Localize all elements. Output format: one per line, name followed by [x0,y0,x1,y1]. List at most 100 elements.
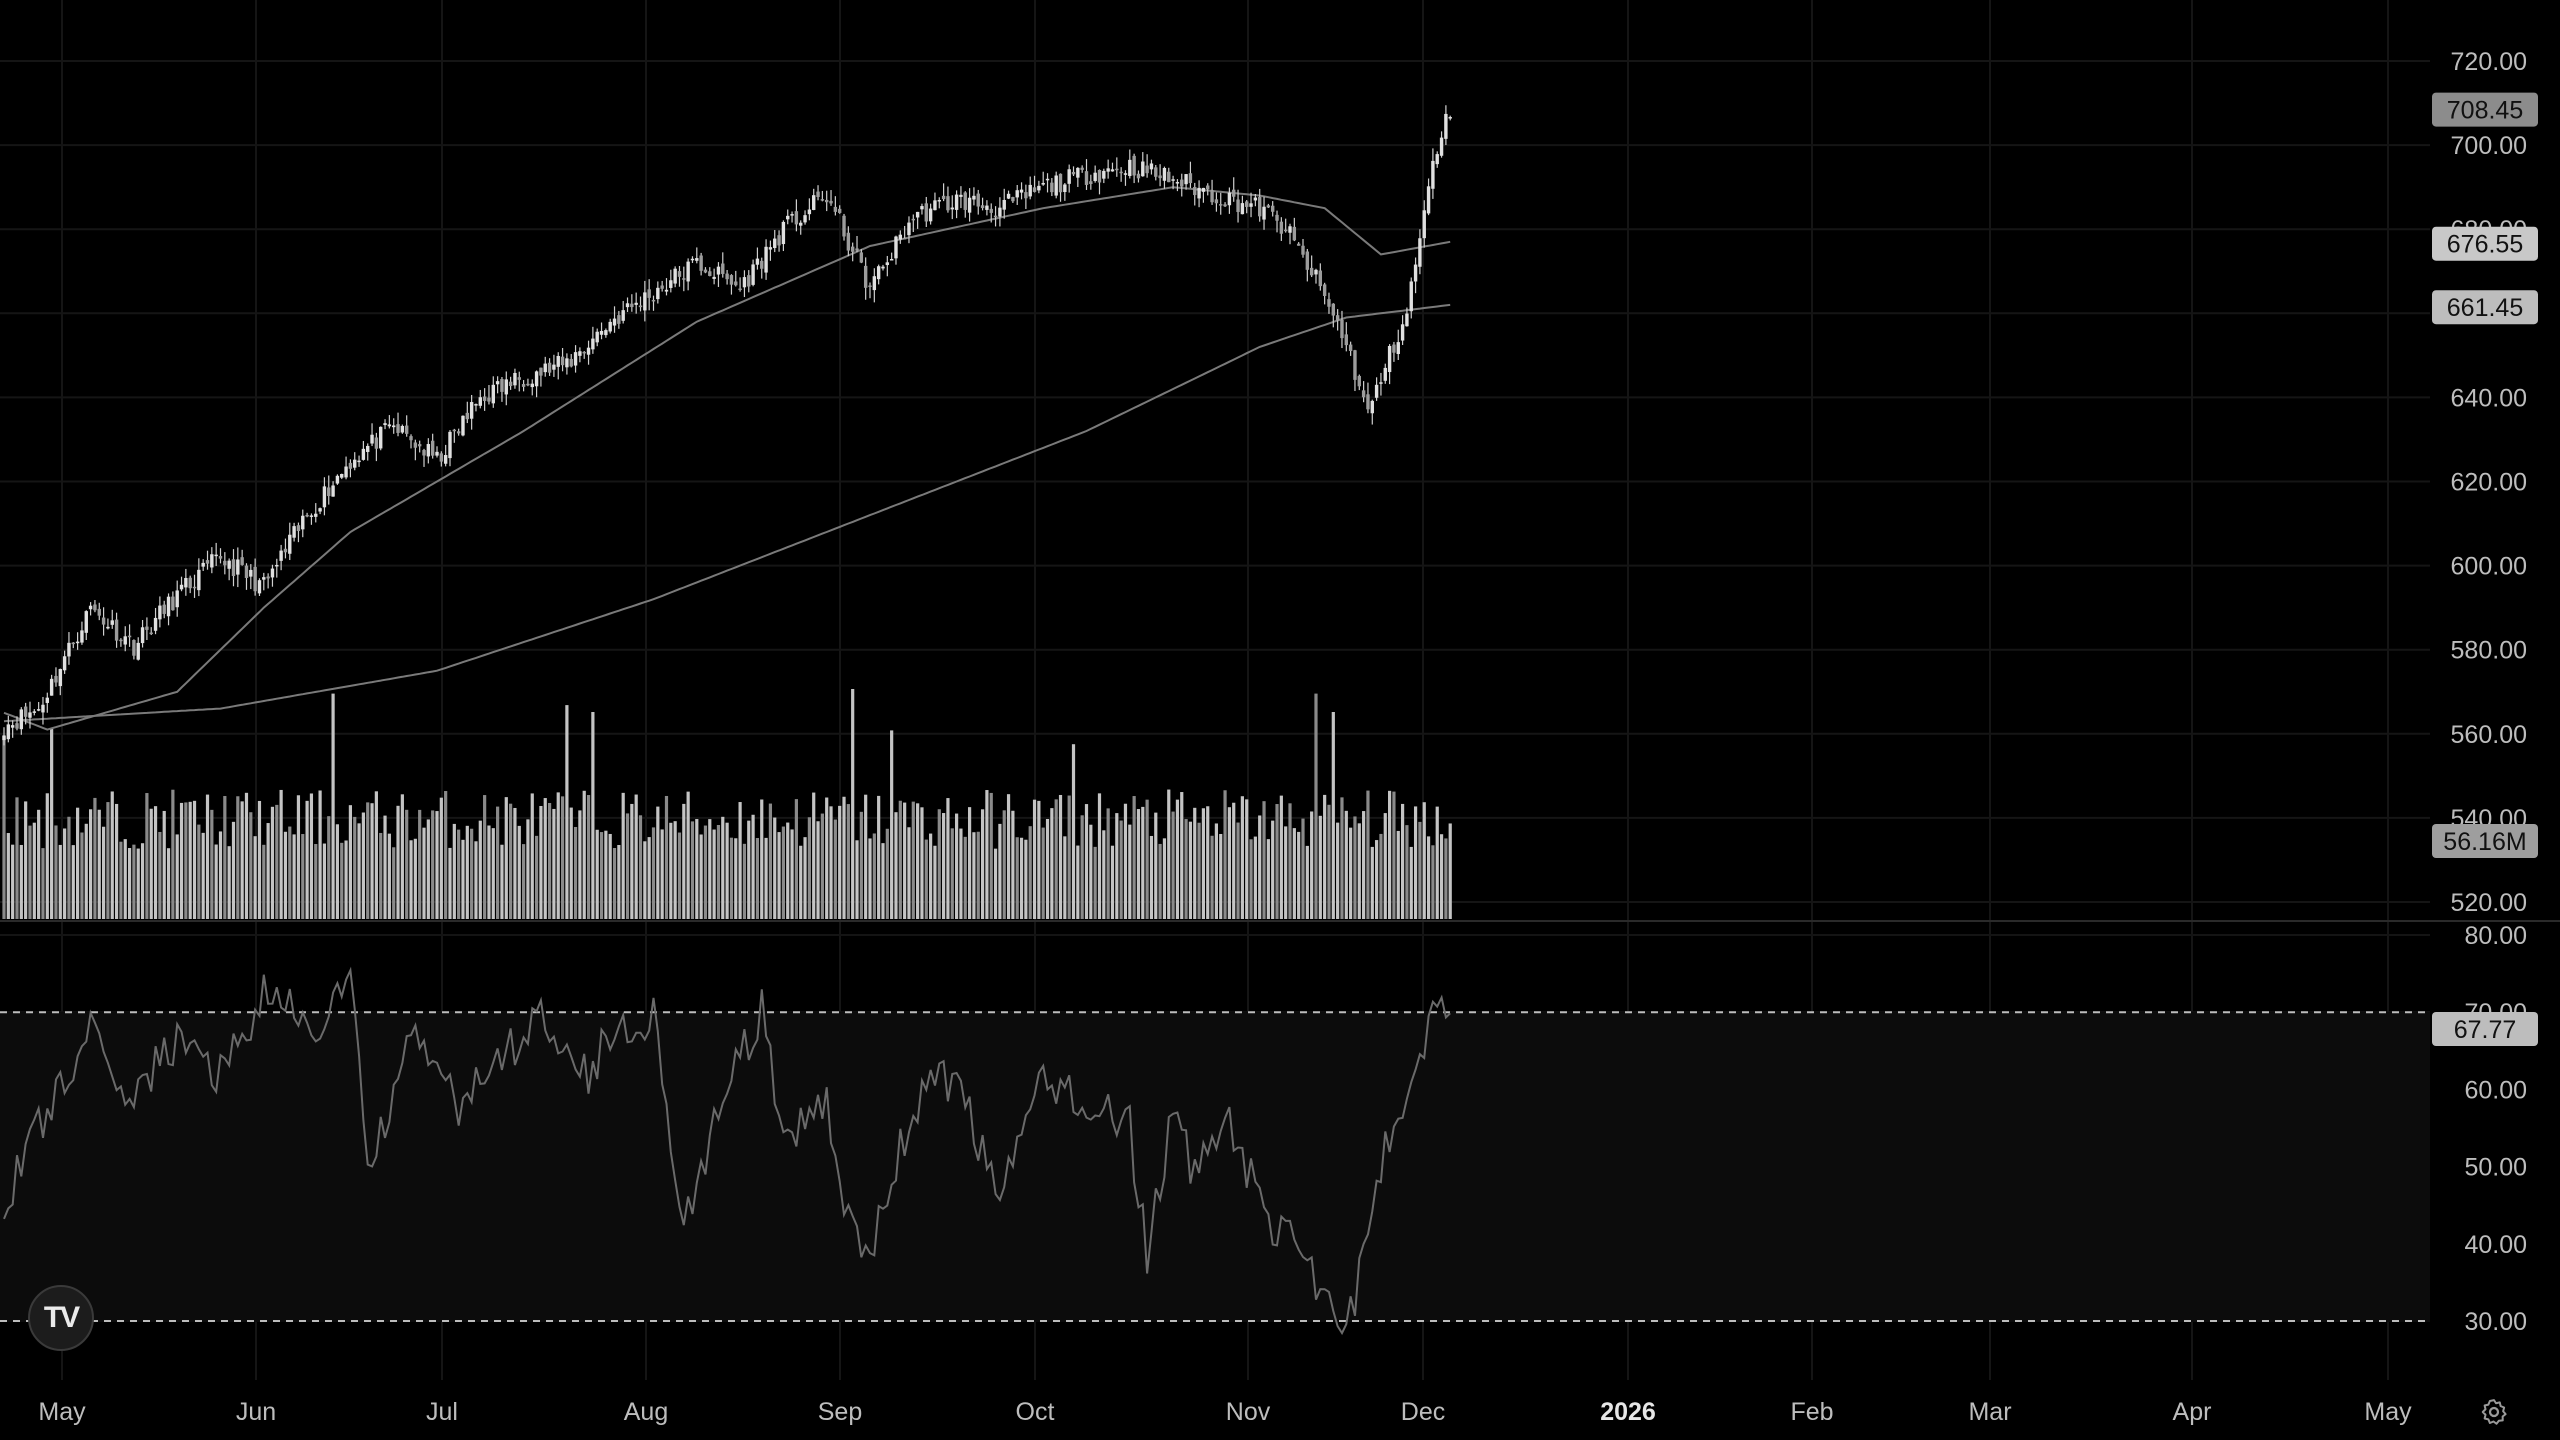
candle-body [93,604,97,611]
candle-body [1002,199,1006,210]
volume-bar [1089,824,1093,919]
candle-body [361,448,366,460]
candle-body [1089,181,1093,185]
volume-bar [1370,846,1374,919]
volume-bar [1366,790,1370,919]
volume-bar [1193,807,1197,919]
volume-bar [67,816,71,919]
time-axis[interactable]: May Jun Jul Aug Sep Oct Nov Dec 2026 Feb Mar Apr May [38,1398,2412,1426]
volume-bar [361,812,365,919]
volume-bar [1184,819,1188,919]
candle-body [495,381,500,385]
volume-bar [1149,835,1154,919]
candle-body [1063,184,1067,193]
volume-bar [547,802,552,919]
candle-body [1426,186,1431,214]
candle-body [521,384,526,387]
volume-bar [279,789,283,919]
volume-bar [872,833,876,919]
candle-body [327,487,331,497]
candle-body [1275,214,1279,221]
volume-bar [457,829,461,919]
volume-bar [32,822,36,919]
candle-body [1400,324,1405,341]
candle-body [807,209,812,215]
candle-body [75,641,80,644]
volume-bar [530,793,534,919]
volume-bar [838,805,842,919]
candle-body [898,234,903,240]
volume-bar [972,832,976,919]
volume-bar [296,795,301,919]
rsi-tick-label: 40.00 [2464,1231,2527,1259]
volume-bar [747,820,751,919]
candle-body [989,208,993,213]
price-tick-label: 700.00 [2451,132,2527,160]
volume-bar [1128,824,1132,919]
volume-bar [322,843,327,919]
candle-body [344,466,348,478]
candle-body [1201,187,1206,192]
time-tick-label: Jun [236,1398,276,1426]
candle-body [604,330,608,336]
volume-bar [292,834,296,919]
candle-body [1102,170,1106,179]
volume-bar [15,797,19,919]
volume-bar [967,807,972,919]
candle-body [357,460,361,463]
volume-bar [1041,827,1045,919]
tradingview-logo[interactable]: TV [28,1285,94,1351]
volume-bar [1266,839,1270,919]
volume-bar [894,812,898,919]
volume-bar [1275,804,1279,919]
candle-body [902,237,907,240]
candle-body [725,273,729,280]
volume-bar [197,824,201,919]
candle-body [62,656,67,671]
volume-bar [1032,799,1037,919]
volume-bar [656,806,660,919]
price-axis[interactable]: 720.00700.00680.00660.00640.00620.00600.… [2451,48,2527,1336]
volume-bar [803,837,807,919]
candle-body [1448,117,1452,119]
volume-bar [500,844,504,919]
volume-bar [1383,813,1387,919]
candle-body [825,199,829,203]
volume-bar [1080,815,1084,919]
candle-body [387,424,392,427]
volume-bar [993,848,998,919]
candle-body [565,358,569,368]
volume-bar [825,797,829,919]
volume-bar [132,844,136,919]
candle-body [1067,169,1071,184]
candle-body [1348,344,1353,351]
candle-body [257,580,262,594]
candle-body [751,264,755,285]
candle-body [1024,192,1028,199]
candle-body [370,434,374,444]
volume-bar [638,815,643,919]
volume-bar [1024,839,1028,919]
volume-bar [768,803,773,919]
volume-bar [1045,818,1050,919]
candle-body [816,191,820,198]
volume-bar [496,806,500,919]
time-tick-label: Nov [1226,1398,1271,1426]
volume-bar [1084,804,1089,919]
volume-bar [140,843,145,919]
volume-bar [552,808,556,919]
candle-body [1032,187,1037,192]
candle-body [716,266,721,275]
volume-bar [149,808,153,919]
volume-bar [1418,821,1422,919]
time-tick-label: Dec [1401,1398,1445,1426]
candle-body [348,462,353,469]
candle-body [2,735,6,741]
volume-bar [907,827,911,919]
volume-bar [231,821,236,919]
price-tag-bg [2432,226,2538,261]
settings-gear-icon[interactable] [2477,1395,2511,1429]
candle-body [244,565,249,578]
candle-body [218,556,223,559]
